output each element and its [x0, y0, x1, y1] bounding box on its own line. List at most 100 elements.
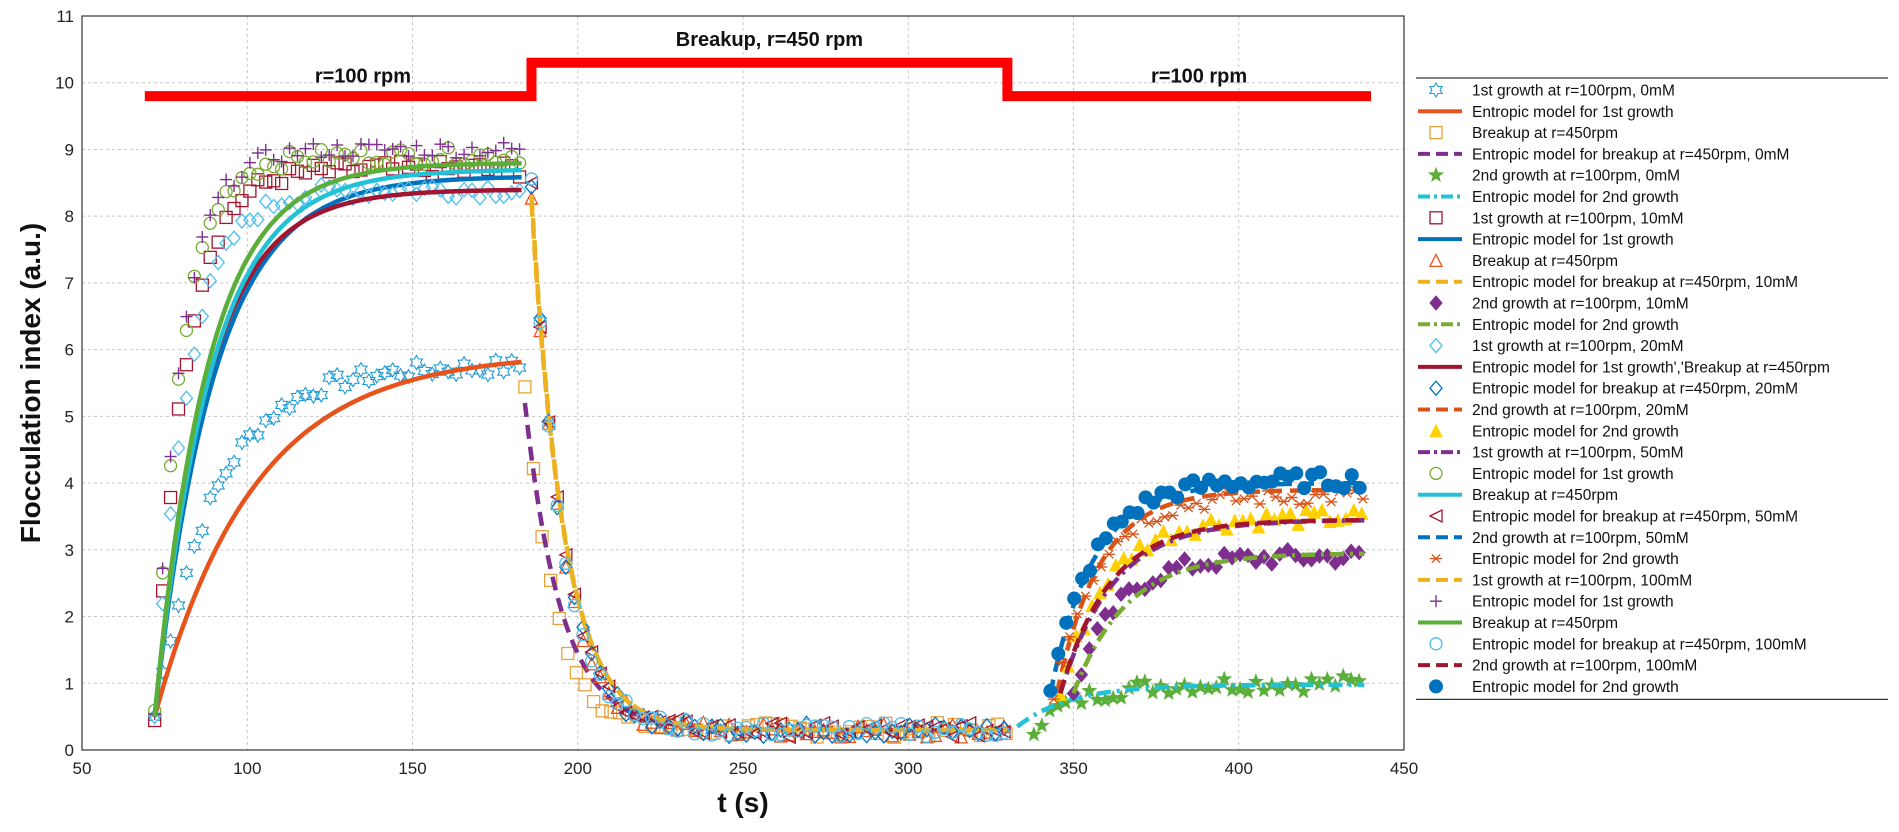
marker — [1346, 502, 1361, 517]
marker — [409, 354, 424, 371]
legend-entry: 1st growth at r=100rpm, 100mM — [1418, 572, 1692, 589]
marker — [211, 254, 226, 271]
legend-entry: Entropic model for 1st growth — [1430, 594, 1674, 611]
marker — [1113, 689, 1130, 705]
marker — [679, 713, 693, 727]
x-tick-label: 200 — [564, 759, 592, 778]
marker — [227, 230, 241, 247]
marker — [504, 352, 519, 369]
marker — [1319, 670, 1336, 687]
y-tick-label: 4 — [65, 474, 74, 493]
legend-entry: Breakup at r=450rpm — [1418, 487, 1618, 504]
legend-entry: Entropic model for breakup at r=450rpm, … — [1429, 636, 1807, 653]
marker — [679, 712, 694, 729]
marker — [859, 717, 874, 731]
legend-entry: 1st growth at r=100rpm, 0mM — [1428, 81, 1675, 100]
marker — [1059, 615, 1074, 630]
legend-label: Entropic model for 1st growth — [1472, 104, 1674, 121]
legend-label: 2nd growth at r=100rpm, 0mM — [1472, 168, 1680, 185]
marker — [1049, 694, 1059, 704]
marker — [636, 711, 650, 726]
marker — [1302, 498, 1313, 508]
marker — [1255, 499, 1265, 509]
marker — [902, 727, 917, 742]
marker — [235, 193, 249, 208]
marker — [449, 189, 463, 206]
legend-label: 1st growth at r=100rpm, 20mM — [1472, 338, 1684, 355]
marker — [894, 717, 908, 731]
marker — [425, 366, 440, 383]
marker — [524, 178, 539, 195]
x-tick-label: 50 — [73, 759, 92, 778]
marker — [274, 396, 289, 413]
legend-label: Entropic model for 2nd growth — [1472, 317, 1679, 334]
legend-label: 1st growth at r=100rpm, 0mM — [1472, 83, 1675, 100]
marker — [764, 716, 779, 731]
marker — [1279, 496, 1289, 507]
marker — [567, 598, 582, 613]
series-2 — [152, 359, 522, 718]
marker — [322, 369, 337, 386]
series-25 — [148, 136, 526, 720]
marker — [211, 202, 225, 217]
marker — [1358, 494, 1368, 504]
marker — [1160, 512, 1170, 522]
marker — [1025, 726, 1042, 742]
y-tick-label: 5 — [65, 407, 74, 426]
marker — [401, 368, 416, 385]
legend-label: 1st growth at r=100rpm, 50mM — [1472, 445, 1684, 462]
annotation-3: r=100 rpm — [1151, 66, 1247, 88]
marker — [1199, 504, 1210, 515]
marker — [1303, 670, 1320, 686]
marker — [1108, 557, 1123, 572]
marker — [1247, 491, 1257, 501]
marker — [1265, 556, 1279, 572]
marker — [1128, 529, 1138, 539]
marker — [171, 402, 186, 416]
marker — [1271, 492, 1281, 502]
marker — [1204, 512, 1218, 527]
marker — [1156, 524, 1171, 538]
y-tick-label: 2 — [65, 608, 74, 627]
marker — [885, 720, 900, 735]
legend-entry: 2nd growth at r=100rpm, 20mM — [1418, 402, 1689, 419]
legend-label: Breakup at r=450rpm — [1472, 615, 1618, 632]
marker — [219, 210, 233, 225]
marker — [1428, 508, 1443, 524]
marker — [644, 718, 659, 735]
legend-label: Entropic model for breakup at r=450rpm, … — [1472, 509, 1798, 526]
marker — [370, 155, 384, 170]
series-12 — [1071, 551, 1365, 695]
legend-label: Breakup at r=450rpm — [1472, 487, 1618, 504]
marker — [962, 715, 977, 730]
marker — [266, 198, 281, 215]
marker — [559, 556, 573, 570]
y-tick-label: 0 — [65, 741, 74, 760]
legend-entry: Entropic model for 2nd growth — [1429, 679, 1679, 696]
marker — [171, 597, 186, 614]
marker — [330, 156, 344, 170]
marker — [298, 166, 313, 180]
marker — [219, 184, 233, 199]
legend-entry: Breakup at r=450rpm — [1428, 253, 1618, 270]
legend-entry: 2nd growth at r=100rpm, 50mM — [1418, 530, 1689, 547]
marker — [203, 272, 218, 289]
series-line — [152, 161, 522, 717]
x-axis-label: t (s) — [717, 787, 768, 818]
x-tick-label: 250 — [729, 759, 757, 778]
marker — [1429, 125, 1443, 140]
marker — [353, 361, 368, 378]
marker — [1336, 481, 1351, 496]
marker — [345, 371, 361, 388]
y-tick-label: 9 — [65, 140, 74, 159]
marker — [610, 696, 625, 711]
marker — [584, 654, 599, 668]
marker — [1072, 609, 1083, 619]
y-tick-label: 8 — [65, 207, 74, 226]
marker — [496, 188, 511, 205]
marker — [842, 719, 857, 734]
marker — [928, 725, 943, 739]
series-16 — [1054, 487, 1365, 694]
marker — [945, 729, 960, 744]
